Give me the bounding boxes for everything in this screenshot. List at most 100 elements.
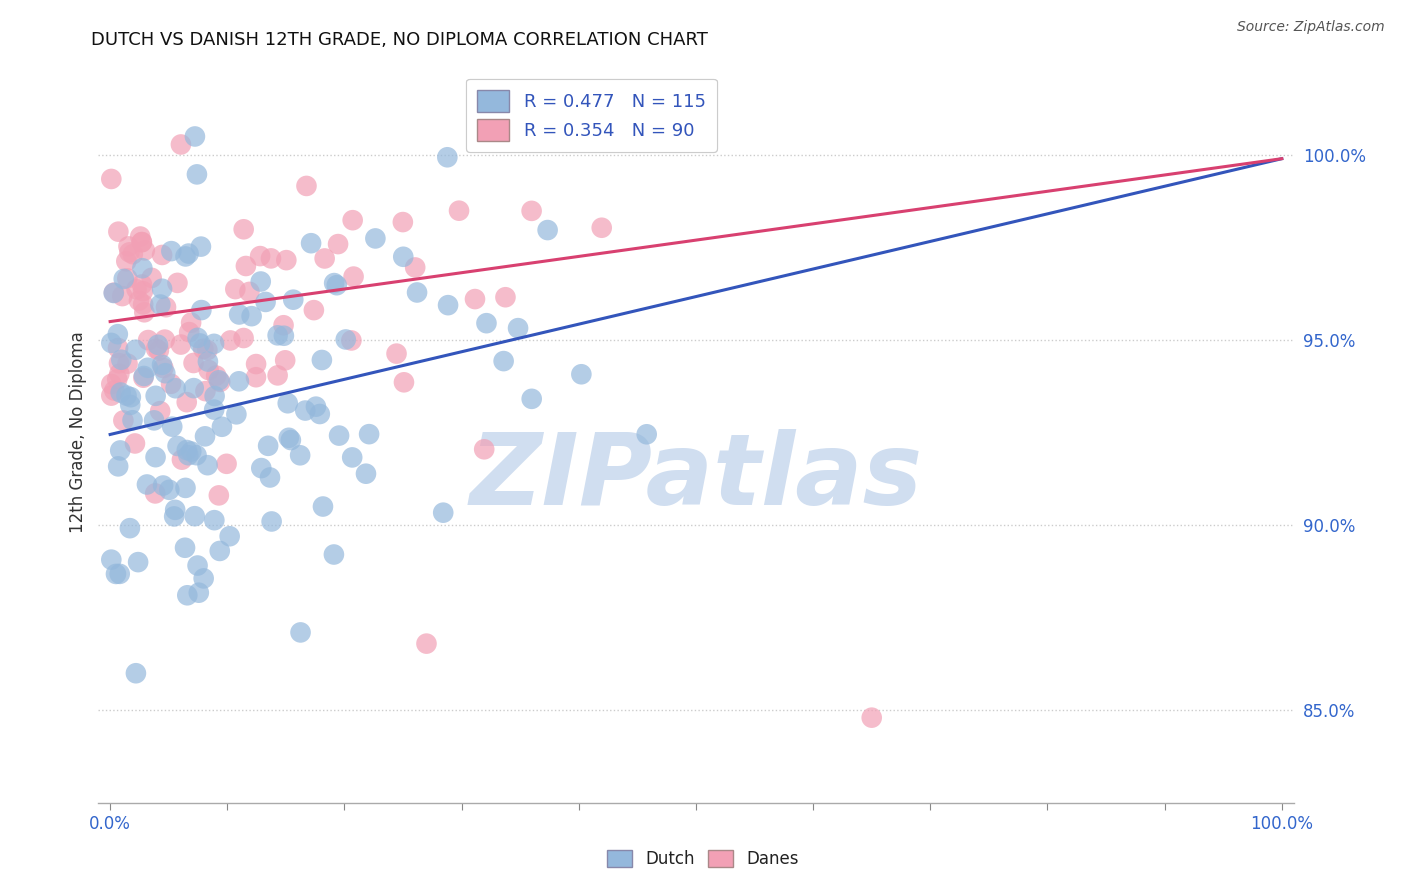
Point (160, 376, 183, 391)
Point (437, 298, 460, 312)
Point (211, 419, 233, 434)
Point (299, 236, 322, 251)
Point (202, 402, 225, 417)
Point (157, 483, 180, 497)
Point (259, 470, 281, 484)
Point (155, 300, 177, 314)
Point (148, 343, 170, 358)
Point (132, 370, 155, 384)
Point (103, 384, 125, 398)
Point (215, 457, 238, 471)
Point (100, 376, 122, 391)
Point (184, 509, 207, 524)
Point (170, 452, 193, 467)
Point (145, 342, 167, 356)
Point (447, 203, 470, 218)
Point (260, 515, 283, 529)
Text: ZIPatlas: ZIPatlas (470, 428, 922, 525)
Point (406, 285, 429, 300)
Point (218, 529, 240, 543)
Point (193, 571, 215, 585)
Point (155, 366, 177, 380)
Point (305, 400, 328, 414)
Point (176, 442, 198, 457)
Point (163, 509, 186, 524)
Point (152, 361, 174, 376)
Point (249, 249, 271, 263)
Point (145, 389, 167, 403)
Point (205, 368, 228, 383)
Point (232, 222, 254, 236)
Point (520, 392, 543, 406)
Point (127, 555, 149, 569)
Point (208, 373, 231, 387)
Point (224, 282, 246, 296)
Point (146, 338, 169, 352)
Point (225, 407, 247, 421)
Point (354, 467, 377, 481)
Point (436, 150, 458, 164)
Point (308, 407, 330, 421)
Point (312, 500, 335, 514)
Point (636, 427, 658, 442)
Point (432, 506, 454, 520)
Point (194, 384, 217, 399)
Point (273, 318, 295, 333)
Point (177, 246, 200, 260)
Point (187, 331, 209, 345)
Point (170, 337, 193, 351)
Point (342, 213, 364, 227)
Point (326, 278, 349, 293)
Point (136, 360, 159, 375)
Point (290, 625, 312, 640)
Point (112, 272, 135, 286)
Point (323, 276, 346, 290)
Point (257, 439, 280, 453)
Point (240, 309, 263, 323)
Point (219, 334, 242, 348)
Point (520, 203, 543, 218)
Point (208, 544, 231, 558)
Point (166, 439, 188, 453)
Point (260, 252, 283, 266)
Point (180, 316, 202, 330)
Point (124, 436, 146, 450)
Point (569, 368, 592, 382)
Point (283, 293, 305, 307)
Point (197, 458, 219, 473)
Point (124, 343, 146, 357)
Point (472, 442, 495, 457)
Point (322, 548, 344, 562)
Point (174, 481, 197, 495)
Point (392, 215, 415, 229)
Point (328, 428, 350, 442)
Point (176, 395, 198, 409)
Point (121, 247, 143, 261)
Point (860, 711, 883, 725)
Point (245, 370, 267, 384)
Point (266, 328, 288, 343)
Point (197, 363, 219, 377)
Point (112, 413, 135, 427)
Point (326, 237, 349, 252)
Point (294, 403, 316, 417)
Point (108, 566, 131, 581)
Point (108, 356, 131, 370)
Point (536, 223, 558, 237)
Point (117, 271, 139, 285)
Point (115, 254, 138, 268)
Point (194, 429, 217, 443)
Point (107, 341, 129, 355)
Point (295, 178, 318, 193)
Point (495, 290, 517, 304)
Point (342, 269, 364, 284)
Point (152, 478, 174, 492)
Point (117, 239, 139, 253)
Point (335, 333, 357, 347)
Point (190, 239, 212, 253)
Point (249, 275, 271, 289)
Point (174, 249, 197, 263)
Point (183, 381, 205, 395)
Point (110, 352, 132, 367)
Point (228, 374, 250, 388)
